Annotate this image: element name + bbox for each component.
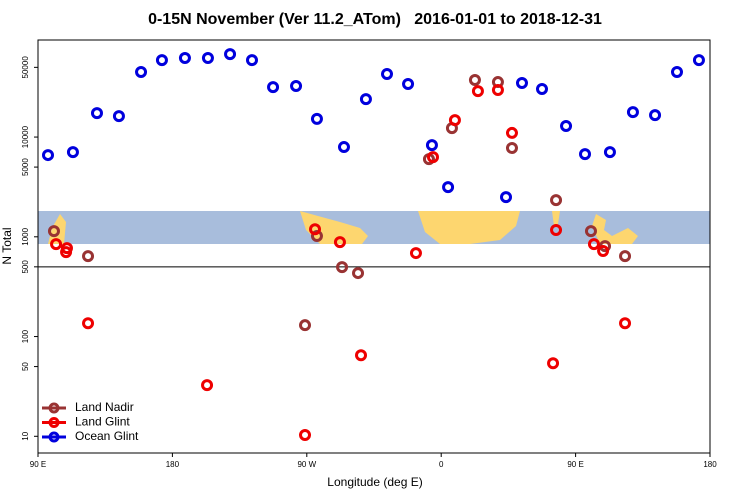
point [448, 114, 461, 127]
point [550, 194, 563, 207]
point [290, 80, 303, 93]
point [536, 83, 548, 96]
point [66, 146, 79, 159]
point [299, 319, 312, 332]
point [310, 229, 323, 242]
point [550, 224, 563, 237]
point [670, 66, 683, 79]
point [112, 110, 125, 123]
legend-marker [48, 402, 60, 414]
point [60, 246, 73, 259]
y-tick-label: 50000 [21, 56, 30, 79]
chart-title: 0-15N November (Ver 11.2_ATom) 2016-01-0… [148, 11, 602, 28]
plot-frame [37, 39, 711, 454]
y-tick-label: 5000 [21, 158, 30, 176]
y-tick-label: 1000 [21, 227, 30, 245]
x-tick-label: 90 E [567, 460, 583, 469]
point [491, 84, 504, 97]
point [505, 126, 518, 139]
point [355, 349, 368, 362]
y-axis-label: N Total [0, 227, 14, 264]
point [359, 93, 372, 106]
point [90, 107, 103, 120]
point [619, 317, 632, 330]
legend-marker [48, 431, 60, 443]
point [587, 238, 600, 251]
point [584, 225, 597, 238]
x-tick-label: 90 E [30, 460, 46, 469]
x-tick-label: 180 [166, 460, 180, 469]
point [380, 67, 393, 80]
point [500, 191, 513, 204]
point [333, 236, 346, 249]
point [505, 142, 518, 155]
legend-label: Land Glint [75, 415, 130, 429]
point [409, 247, 422, 260]
point [425, 139, 438, 152]
point [560, 120, 573, 133]
point [201, 379, 214, 392]
point [224, 48, 237, 61]
x-tick-label: 0 [439, 460, 444, 469]
point [310, 112, 323, 125]
point [626, 106, 639, 119]
y-tick-label: 10 [21, 431, 30, 440]
point [402, 78, 415, 91]
point [352, 267, 365, 280]
point [547, 357, 560, 370]
x-tick-label: 180 [703, 460, 717, 469]
point [267, 81, 280, 94]
point [426, 151, 439, 164]
x-axis-label: Longitude (deg E) [327, 475, 422, 489]
point [471, 85, 484, 98]
point [50, 238, 63, 251]
point [82, 250, 95, 263]
point [619, 250, 632, 263]
point [597, 245, 610, 258]
point [603, 146, 616, 159]
y-tick-label: 100 [21, 329, 30, 343]
map-band [38, 211, 710, 244]
point [245, 54, 258, 67]
point [309, 223, 322, 236]
point [299, 429, 312, 442]
point [135, 66, 148, 79]
point [579, 148, 592, 161]
point [442, 181, 455, 194]
point [515, 77, 528, 90]
point [155, 54, 168, 67]
y-tick-label: 10000 [21, 125, 30, 148]
point [201, 52, 214, 65]
legend-label: Land Nadir [75, 400, 134, 414]
x-tick-label: 90 W [297, 460, 316, 469]
point [337, 141, 350, 154]
point [82, 317, 95, 330]
point [692, 54, 705, 67]
y-tick-label: 50 [21, 362, 30, 371]
point [336, 261, 349, 274]
point [47, 225, 60, 238]
point [468, 74, 481, 87]
point [178, 52, 191, 65]
y-tick-label: 500 [21, 260, 30, 274]
legend-label: Ocean Glint [75, 429, 139, 443]
point [649, 109, 662, 122]
point [42, 149, 55, 162]
legend-marker [48, 417, 60, 428]
